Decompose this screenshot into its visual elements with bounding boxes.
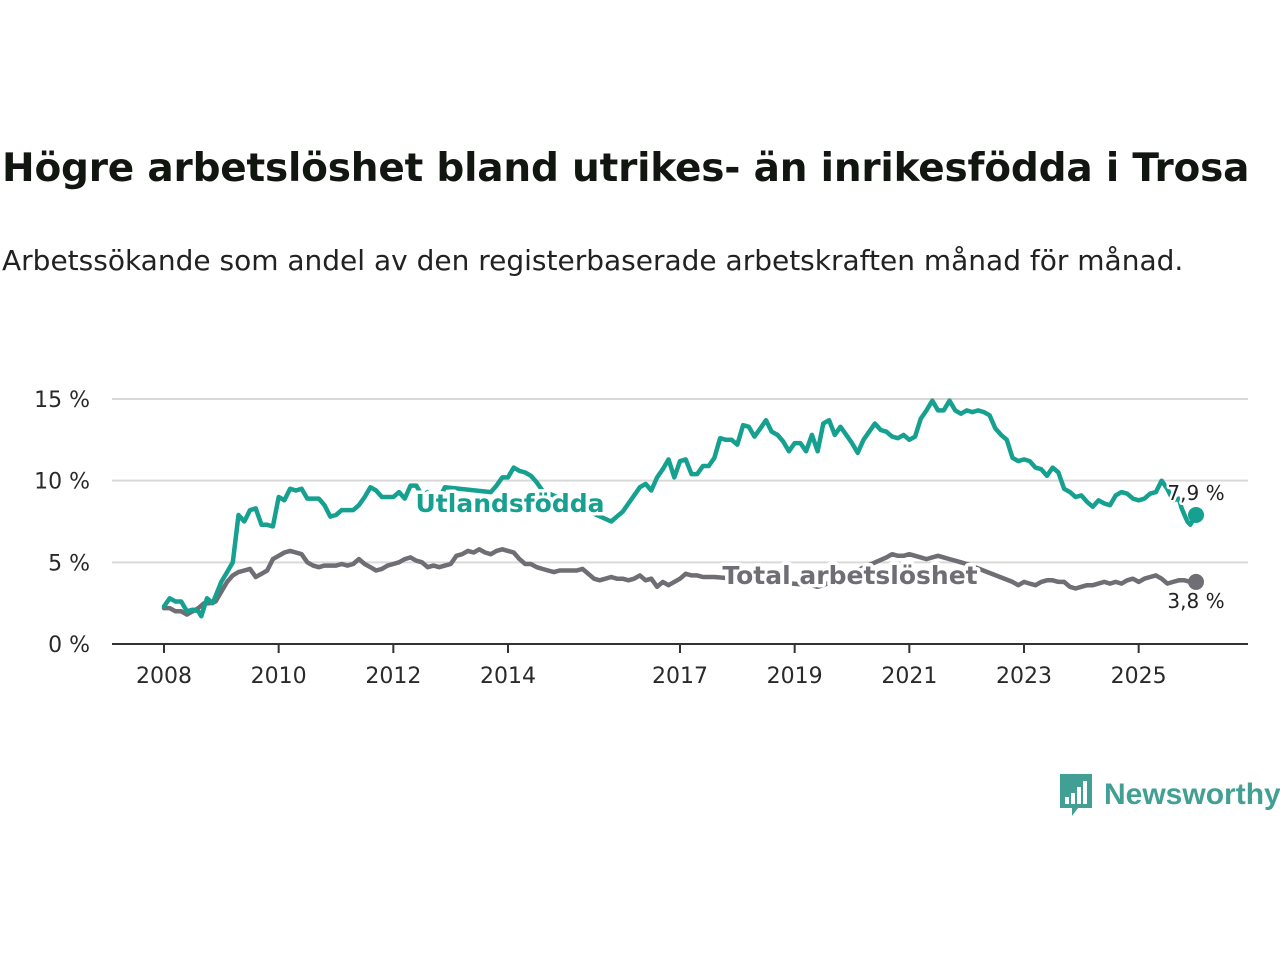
series-labels: Utlandsfödda Total arbetslöshet 7,9 % 3,8 %	[412, 479, 1227, 616]
series-lines	[161, 398, 1204, 619]
end-value-label: 3,8 %	[1167, 589, 1224, 613]
x-tick-label: 2023	[996, 664, 1052, 689]
y-tick-label: 10 %	[34, 470, 90, 495]
chart-subtitle: Arbetssökande som andel av den registerb…	[2, 244, 1184, 277]
y-tick-label: 15 %	[34, 388, 90, 413]
x-tick-label: 2010	[251, 664, 307, 689]
chart-title: Högre arbetslöshet bland utrikes- än inr…	[2, 146, 1250, 191]
x-tick-label: 2014	[480, 664, 536, 689]
x-tick-label: 2019	[767, 664, 823, 689]
gridlines	[112, 398, 1248, 564]
end-value-label: 7,9 %	[1167, 481, 1224, 505]
series-line-total	[161, 547, 1199, 617]
series-line-utlandsfodda	[161, 398, 1199, 619]
series-name-label: Utlandsfödda	[416, 489, 605, 518]
x-tick-label: 2008	[136, 664, 192, 689]
bar-chart-speech-bubble-icon	[1060, 774, 1092, 816]
series-name-label: Total arbetslöshet	[722, 561, 977, 590]
x-tick-label: 2017	[652, 664, 708, 689]
y-tick-label: 0 %	[48, 633, 90, 658]
end-point-marker	[1188, 573, 1204, 590]
x-tick-label: 2021	[881, 664, 937, 689]
newsworthy-logo: Newsworthy	[1058, 772, 1280, 818]
line-chart: 0 %5 %10 %15 % 2008 2010 2012 2014 2017 2019 2…	[34, 388, 1248, 689]
y-tick-label: 5 %	[48, 551, 90, 576]
x-axis: 2008 2010 2012 2014 2017 2019 2021 2023 2025	[112, 643, 1248, 689]
y-axis: 0 % 5 % 10 % 15 %	[34, 388, 90, 658]
brand-name: Newsworthy	[1104, 778, 1280, 811]
end-point-marker	[1188, 506, 1204, 523]
x-tick-label: 2025	[1111, 664, 1167, 689]
x-tick-label: 2012	[365, 664, 421, 689]
